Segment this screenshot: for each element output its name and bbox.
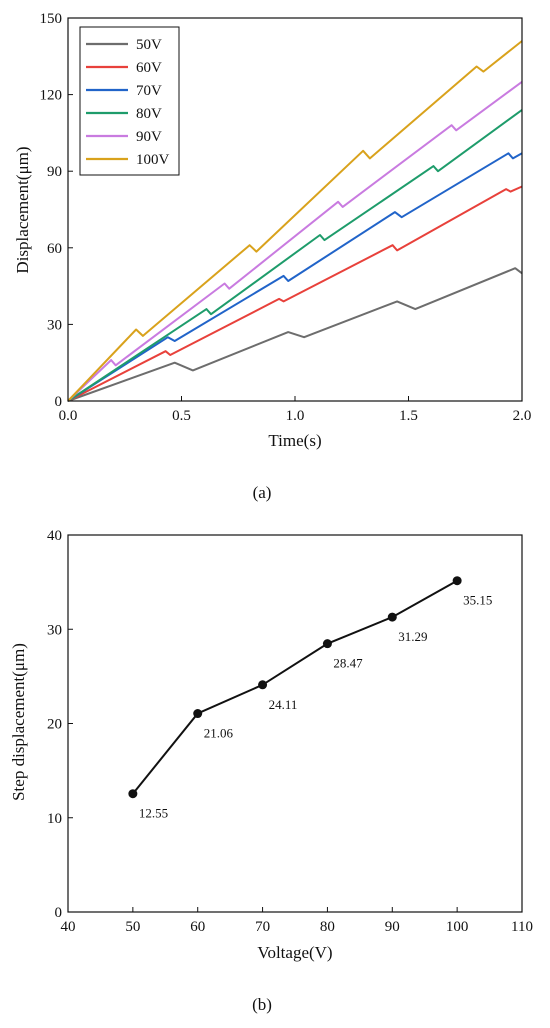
data-point-70 (258, 680, 268, 690)
legend-label-50V: 50V (136, 37, 162, 53)
chart-b-x-tick-label: 80 (320, 919, 335, 935)
chart-b: 12.55 21.06 24.11 28.47 31.29 35.15 40 50 60 70 8… (9, 528, 533, 1014)
chart-b-plot-area (67, 534, 523, 913)
legend-label-80V: 80V (136, 106, 162, 122)
data-point-50 (128, 789, 138, 799)
legend-label-100V: 100V (136, 152, 170, 168)
data-label-70: 24.11 (269, 697, 298, 712)
legend-label-70V: 70V (136, 83, 162, 99)
series-line-90V (67, 80, 523, 402)
data-point-80 (322, 639, 332, 649)
chart-b-x-tick-label: 50 (125, 919, 140, 935)
legend-label-90V: 90V (136, 129, 162, 145)
data-label-50: 12.55 (139, 806, 168, 821)
chart-b-x-tick-label: 90 (385, 919, 400, 935)
chart-b-y-tick-label: 30 (47, 622, 62, 638)
chart-b-x-tick-label: 100 (446, 919, 469, 935)
chart-a-x-tick-label: 0.0 (59, 408, 78, 424)
series-line (132, 579, 458, 795)
chart-a-y-axis-title: Displacement(μm) (13, 146, 32, 273)
chart-a-legend-box (79, 26, 180, 176)
chart-a-y-tick-label: 120 (40, 88, 63, 104)
chart-a-x-tick-label: 2.0 (513, 408, 532, 424)
series-line-100V (67, 40, 523, 402)
chart-a-x-tick-label: 0.5 (172, 408, 191, 424)
chart-a-y-tick-label: 60 (47, 241, 62, 257)
series-line-50V (67, 267, 523, 402)
data-point-60 (193, 709, 203, 719)
data-label-100: 35.15 (463, 593, 492, 608)
data-point-90 (387, 612, 397, 622)
chart-a-y-tick-label: 0 (55, 394, 63, 410)
chart-b-y-tick-label: 10 (47, 811, 62, 827)
chart-a: 0.0 0.5 1.0 1.5 2.0 0 30 60 90 120 150 Time(s) Di… (13, 11, 531, 502)
legend-label-60V: 60V (136, 60, 162, 76)
series-line-60V (67, 185, 523, 402)
chart-b-y-axis-title: Step displacement(μm) (9, 643, 28, 801)
chart-b-x-tick-label: 110 (511, 919, 533, 935)
data-label-90: 31.29 (398, 629, 427, 644)
chart-b-x-tick-label: 40 (61, 919, 76, 935)
chart-b-y-tick-label: 20 (47, 717, 62, 733)
chart-b-panel-label: (b) (252, 995, 272, 1014)
chart-a-y-tick-label: 90 (47, 164, 62, 180)
chart-a-legend: 50V 60V 70V 80V 90V 100V (79, 26, 180, 176)
chart-b-y-tick-label: 40 (47, 528, 62, 544)
data-point-100 (452, 576, 462, 586)
chart-b-x-tick-label: 60 (190, 919, 205, 935)
chart-a-x-tick-label: 1.5 (399, 408, 418, 424)
chart-b-x-tick-label: 70 (255, 919, 270, 935)
chart-a-panel-label: (a) (253, 483, 272, 502)
series-line-70V (67, 152, 523, 402)
chart-a-x-axis-title: Time(s) (268, 431, 321, 450)
series-line-80V (67, 109, 523, 402)
chart-b-x-axis-title: Voltage(V) (257, 943, 332, 962)
chart-b-y-tick-label: 0 (55, 905, 63, 921)
chart-a-y-tick-label: 150 (40, 11, 63, 27)
data-label-80: 28.47 (333, 656, 363, 671)
chart-a-x-tick-label: 1.0 (286, 408, 305, 424)
chart-a-y-tick-label: 30 (47, 317, 62, 333)
data-label-60: 21.06 (204, 726, 234, 741)
